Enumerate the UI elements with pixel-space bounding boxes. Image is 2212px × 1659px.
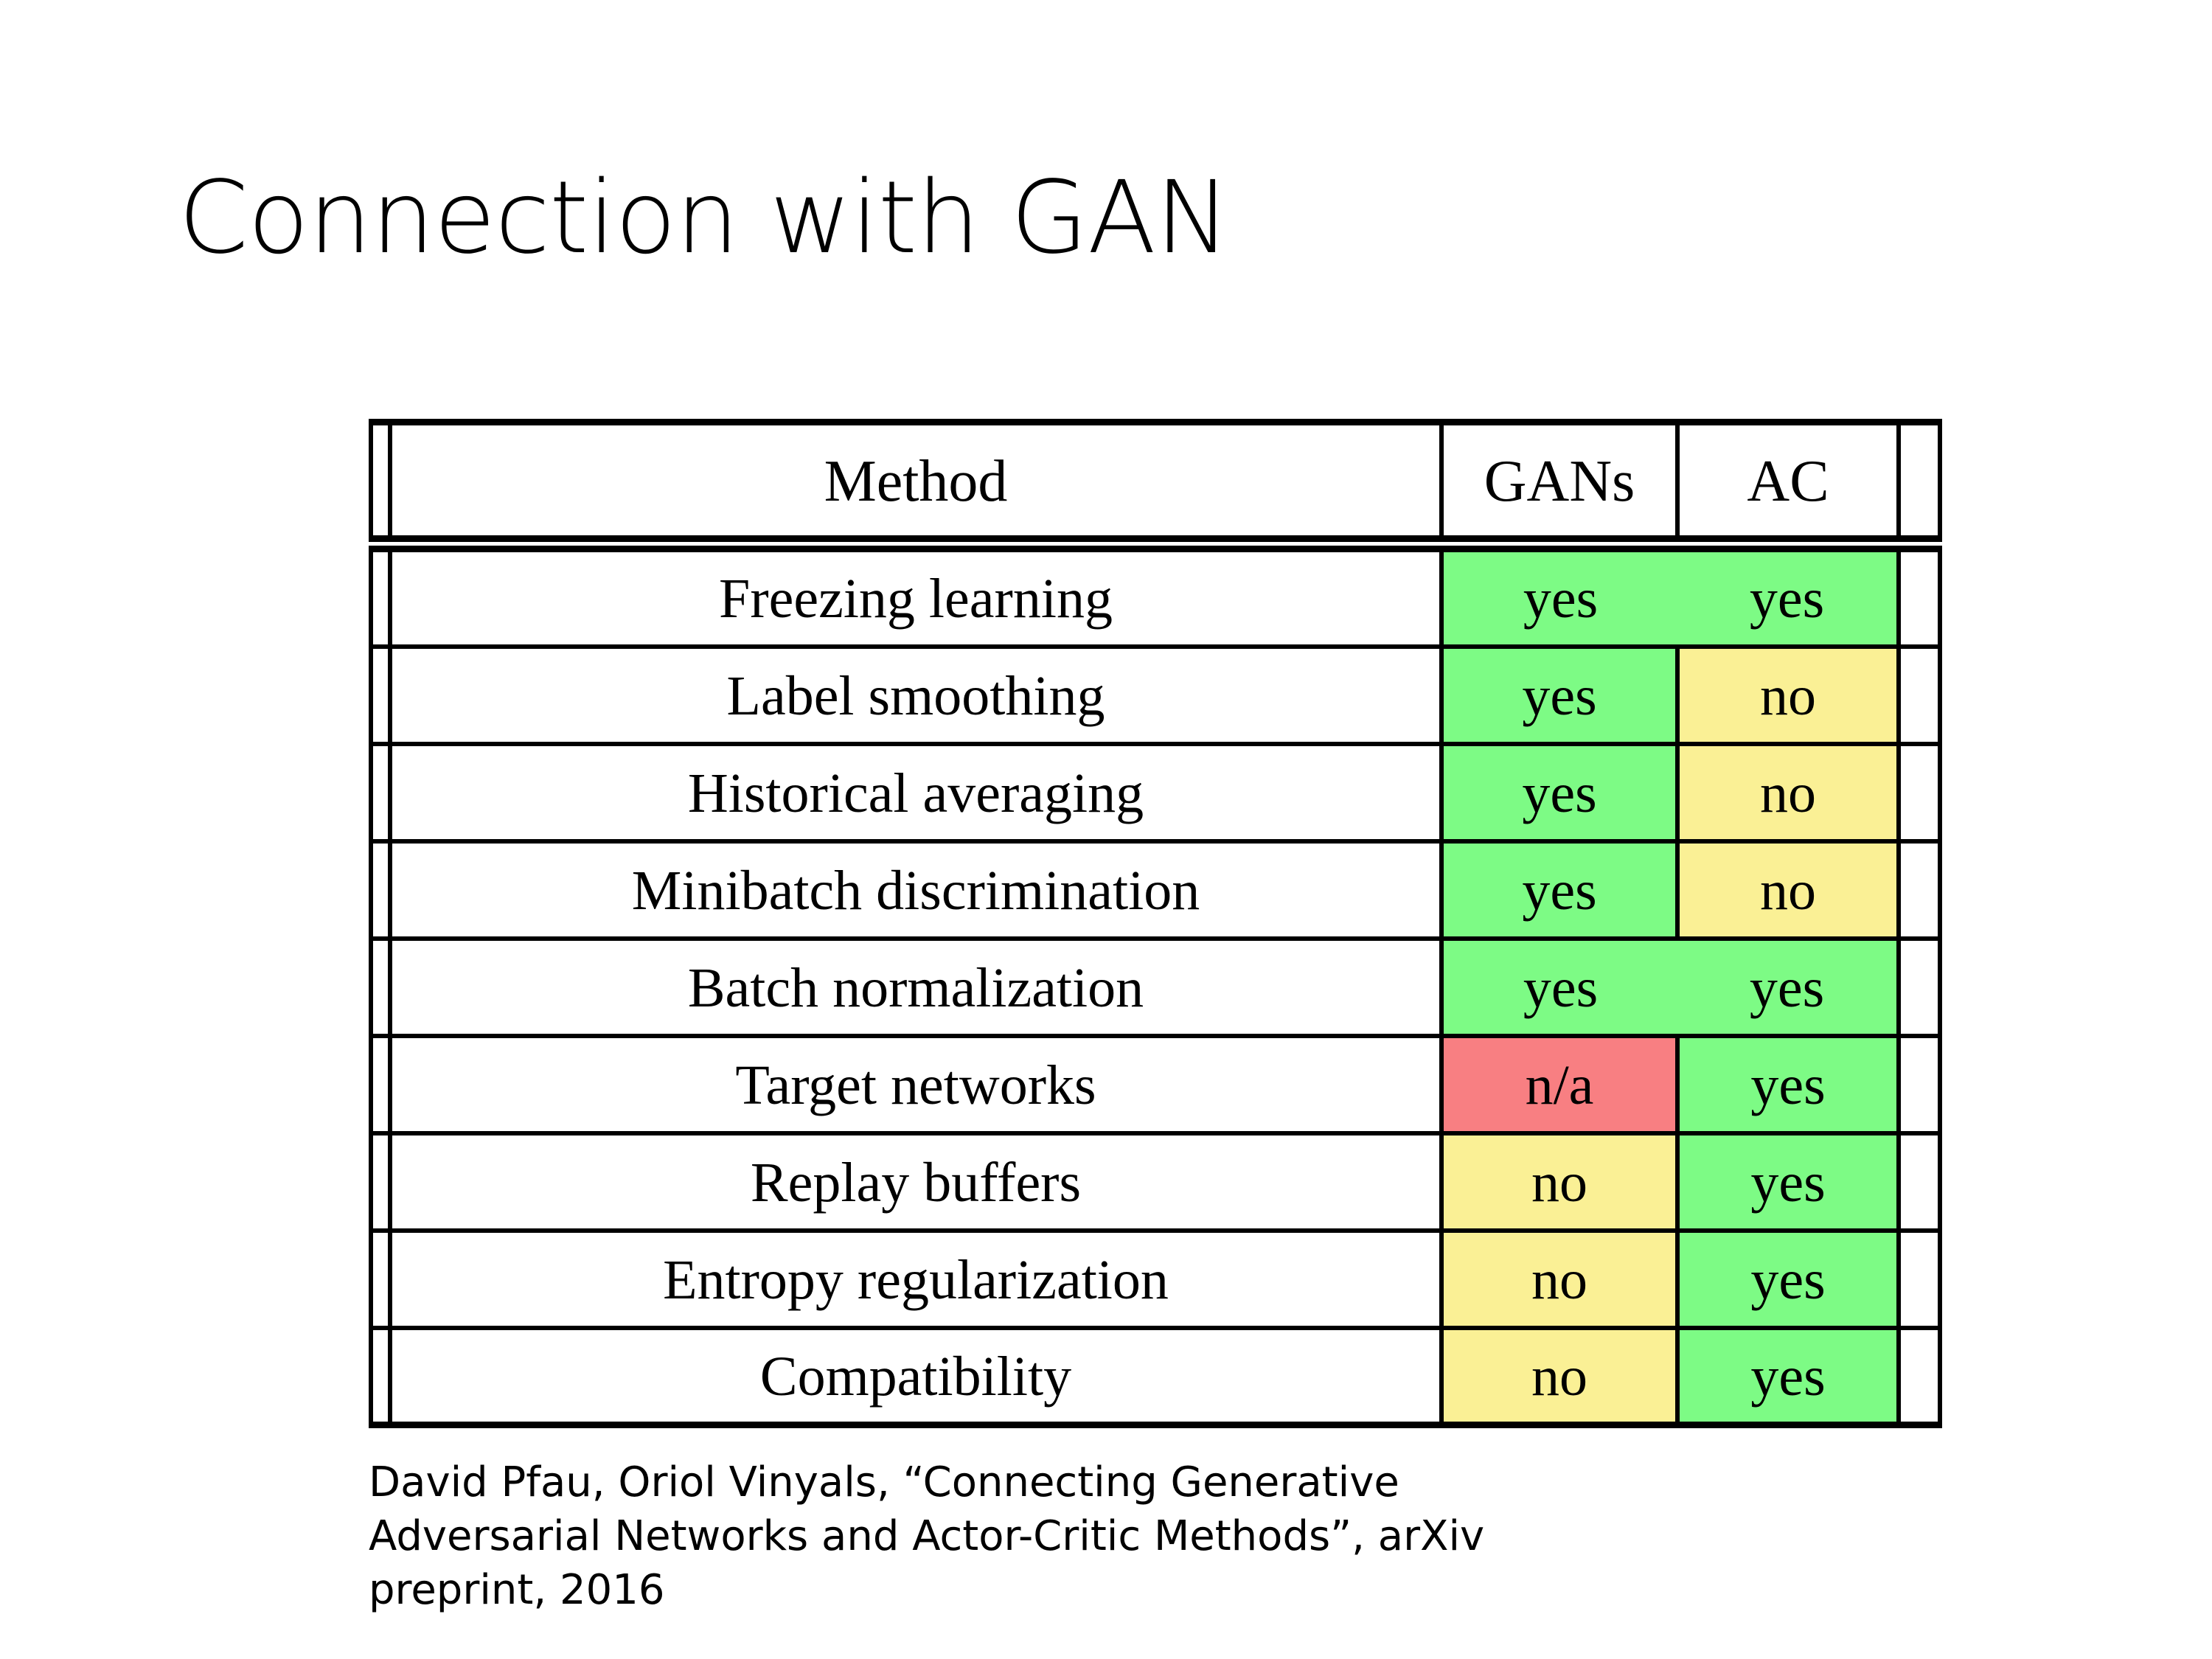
table-row: Compatibility no yes xyxy=(369,1325,1942,1428)
row-left-gutter xyxy=(369,546,392,647)
cell-gans: no xyxy=(1439,1325,1680,1428)
cell-method-text: Label smoothing xyxy=(726,664,1105,727)
row-right-gutter xyxy=(1896,1033,1942,1133)
table-row: Historical averaging yes no xyxy=(369,741,1942,841)
table-row: Replay buffers no yes xyxy=(369,1130,1942,1231)
cell-gans-text: no xyxy=(1531,1151,1587,1214)
row-right-gutter xyxy=(1896,1228,1942,1328)
cell-gans: yes xyxy=(1439,936,1677,1036)
cell-method: Batch normalization xyxy=(388,936,1444,1036)
cell-method-text: Historical averaging xyxy=(687,762,1144,824)
cell-gans-text: yes xyxy=(1523,956,1599,1019)
cell-gans-text: n/a xyxy=(1525,1054,1594,1116)
row-right-gutter xyxy=(1896,644,1942,744)
cell-gans-text: no xyxy=(1531,1248,1587,1311)
row-right-gutter xyxy=(1896,838,1942,939)
column-header-gans-text: GANs xyxy=(1484,448,1635,514)
cell-ac: yes xyxy=(1675,1033,1901,1133)
cell-method: Entropy regularization xyxy=(388,1228,1444,1328)
cell-ac-text: no xyxy=(1760,762,1816,824)
column-header-ac: AC xyxy=(1675,419,1901,542)
row-left-gutter xyxy=(369,838,392,939)
table-left-gutter xyxy=(369,419,392,542)
cell-gans: yes xyxy=(1439,546,1677,647)
cell-gans-text: yes xyxy=(1522,859,1597,922)
table-row: Target networks n/a yes xyxy=(369,1033,1942,1133)
row-left-gutter xyxy=(369,1033,392,1133)
cell-gans: n/a xyxy=(1439,1033,1680,1133)
row-right-gutter xyxy=(1896,741,1942,841)
cell-ac: yes xyxy=(1675,1325,1901,1428)
cell-gans-text: yes xyxy=(1522,762,1597,824)
cell-ac-text: yes xyxy=(1750,1345,1826,1408)
cell-method-text: Replay buffers xyxy=(750,1151,1082,1214)
row-left-gutter xyxy=(369,741,392,841)
cell-method: Label smoothing xyxy=(388,644,1444,744)
cell-ac: no xyxy=(1675,644,1901,744)
comparison-table: Method GANs AC Freezing learning yes yes Label… xyxy=(369,419,1942,1428)
row-left-gutter xyxy=(369,936,392,1036)
cell-method: Compatibility xyxy=(388,1325,1444,1428)
cell-method-text: Batch normalization xyxy=(687,956,1144,1019)
cell-ac-text: yes xyxy=(1750,1151,1826,1214)
cell-method: Historical averaging xyxy=(388,741,1444,841)
table-row: Entropy regularization no yes xyxy=(369,1228,1942,1328)
cell-gans-text: yes xyxy=(1523,568,1599,630)
cell-method: Replay buffers xyxy=(388,1130,1444,1231)
cell-gans: yes xyxy=(1439,644,1680,744)
cell-method-text: Entropy regularization xyxy=(663,1248,1169,1311)
row-left-gutter xyxy=(369,1130,392,1231)
column-header-method-text: Method xyxy=(824,448,1008,514)
cell-ac-text: no xyxy=(1760,859,1816,922)
cell-ac: yes xyxy=(1677,546,1901,647)
row-right-gutter xyxy=(1896,546,1942,647)
column-header-method: Method xyxy=(388,419,1444,542)
cell-gans: no xyxy=(1439,1228,1680,1328)
table-row: Freezing learning yes yes xyxy=(369,546,1942,647)
cell-gans: yes xyxy=(1439,741,1680,841)
table-header-separator-fill xyxy=(371,538,1940,549)
table-row: Label smoothing yes no xyxy=(369,644,1942,744)
cell-method: Minibatch discrimination xyxy=(388,838,1444,939)
page-title: Connection with GAN xyxy=(178,160,1231,276)
column-header-ac-text: AC xyxy=(1747,448,1829,514)
row-right-gutter xyxy=(1896,1130,1942,1231)
cell-method-text: Freezing learning xyxy=(719,568,1113,630)
cell-ac-text: no xyxy=(1760,664,1816,727)
table-row: Minibatch discrimination yes no xyxy=(369,838,1942,939)
comparison-table-container: Method GANs AC Freezing learning yes yes Label… xyxy=(369,419,1942,1428)
cell-ac: no xyxy=(1675,838,1901,939)
cell-ac-text: yes xyxy=(1749,568,1825,630)
cell-gans-text: no xyxy=(1531,1345,1587,1408)
row-left-gutter xyxy=(369,1325,392,1428)
row-right-gutter xyxy=(1896,936,1942,1036)
table-row: Batch normalization yes yes xyxy=(369,936,1942,1036)
cell-gans: no xyxy=(1439,1130,1680,1231)
table-header-row: Method GANs AC xyxy=(369,419,1942,542)
citation-caption: David Pfau, Oriol Vinyals, “Connecting G… xyxy=(369,1458,1485,1614)
cell-gans-text: yes xyxy=(1522,664,1597,727)
cell-ac: no xyxy=(1675,741,1901,841)
cell-method: Freezing learning xyxy=(388,546,1444,647)
cell-gans: yes xyxy=(1439,838,1680,939)
cell-ac-text: yes xyxy=(1749,956,1825,1019)
row-left-gutter xyxy=(369,644,392,744)
cell-ac: yes xyxy=(1675,1228,1901,1328)
cell-method-text: Target networks xyxy=(735,1054,1096,1116)
cell-method-text: Minibatch discrimination xyxy=(631,859,1200,922)
cell-ac: yes xyxy=(1677,936,1901,1036)
table-header-separator xyxy=(371,538,1940,549)
table-right-gutter xyxy=(1896,419,1942,542)
cell-ac: yes xyxy=(1675,1130,1901,1231)
cell-ac-text: yes xyxy=(1750,1248,1826,1311)
cell-method-text: Compatibility xyxy=(759,1345,1072,1408)
cell-ac-text: yes xyxy=(1750,1054,1826,1116)
cell-method: Target networks xyxy=(388,1033,1444,1133)
row-right-gutter xyxy=(1896,1325,1942,1428)
column-header-gans: GANs xyxy=(1439,419,1680,542)
row-left-gutter xyxy=(369,1228,392,1328)
